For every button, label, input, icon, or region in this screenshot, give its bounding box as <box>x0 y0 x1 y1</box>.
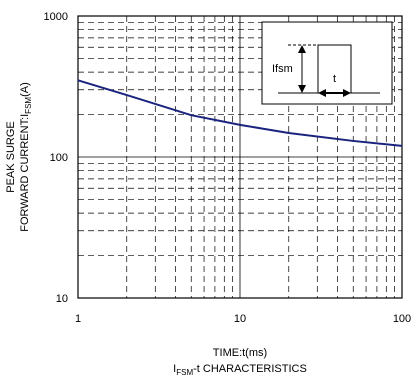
inset-label: t <box>333 73 336 85</box>
arrow-head <box>298 45 306 53</box>
x-tick-label: 1 <box>75 313 81 325</box>
inset-label: Ifsm <box>272 63 293 75</box>
curve <box>77 79 403 147</box>
x-tick-label: 10 <box>234 313 246 325</box>
y-label-sub: FSM <box>24 97 33 114</box>
caption-part: I <box>173 363 176 375</box>
y-label-part: (A) <box>19 82 31 97</box>
pulse <box>317 44 352 93</box>
arrow-head <box>318 89 326 97</box>
x-tick-label: 100 <box>393 313 411 325</box>
plot-frame <box>77 15 403 299</box>
inset-box <box>261 21 393 105</box>
caption-part: -t CHARACTERISTICS <box>193 363 307 375</box>
x-axis-label: TIME:t(ms) <box>213 347 267 359</box>
y-tick-label: 10 <box>56 293 68 305</box>
inset-diagram: Ifsm t <box>261 21 393 105</box>
arrow-head <box>343 89 351 97</box>
y-label-part: FORWARD CURRENT:I <box>19 114 31 232</box>
y-tick-label: 100 <box>50 152 68 164</box>
caption: IFSM-t CHARACTERISTICS <box>173 363 307 377</box>
y-tick-label: 1000 <box>44 11 68 23</box>
arrow-head <box>298 85 306 93</box>
y-axis-label: PEAK SURGE <box>5 121 17 193</box>
y-label-line: PEAK SURGE <box>5 121 17 193</box>
caption-sub: FSM <box>176 368 193 377</box>
y-axis-label: FORWARD CURRENT:IFSM(A) <box>19 82 33 232</box>
